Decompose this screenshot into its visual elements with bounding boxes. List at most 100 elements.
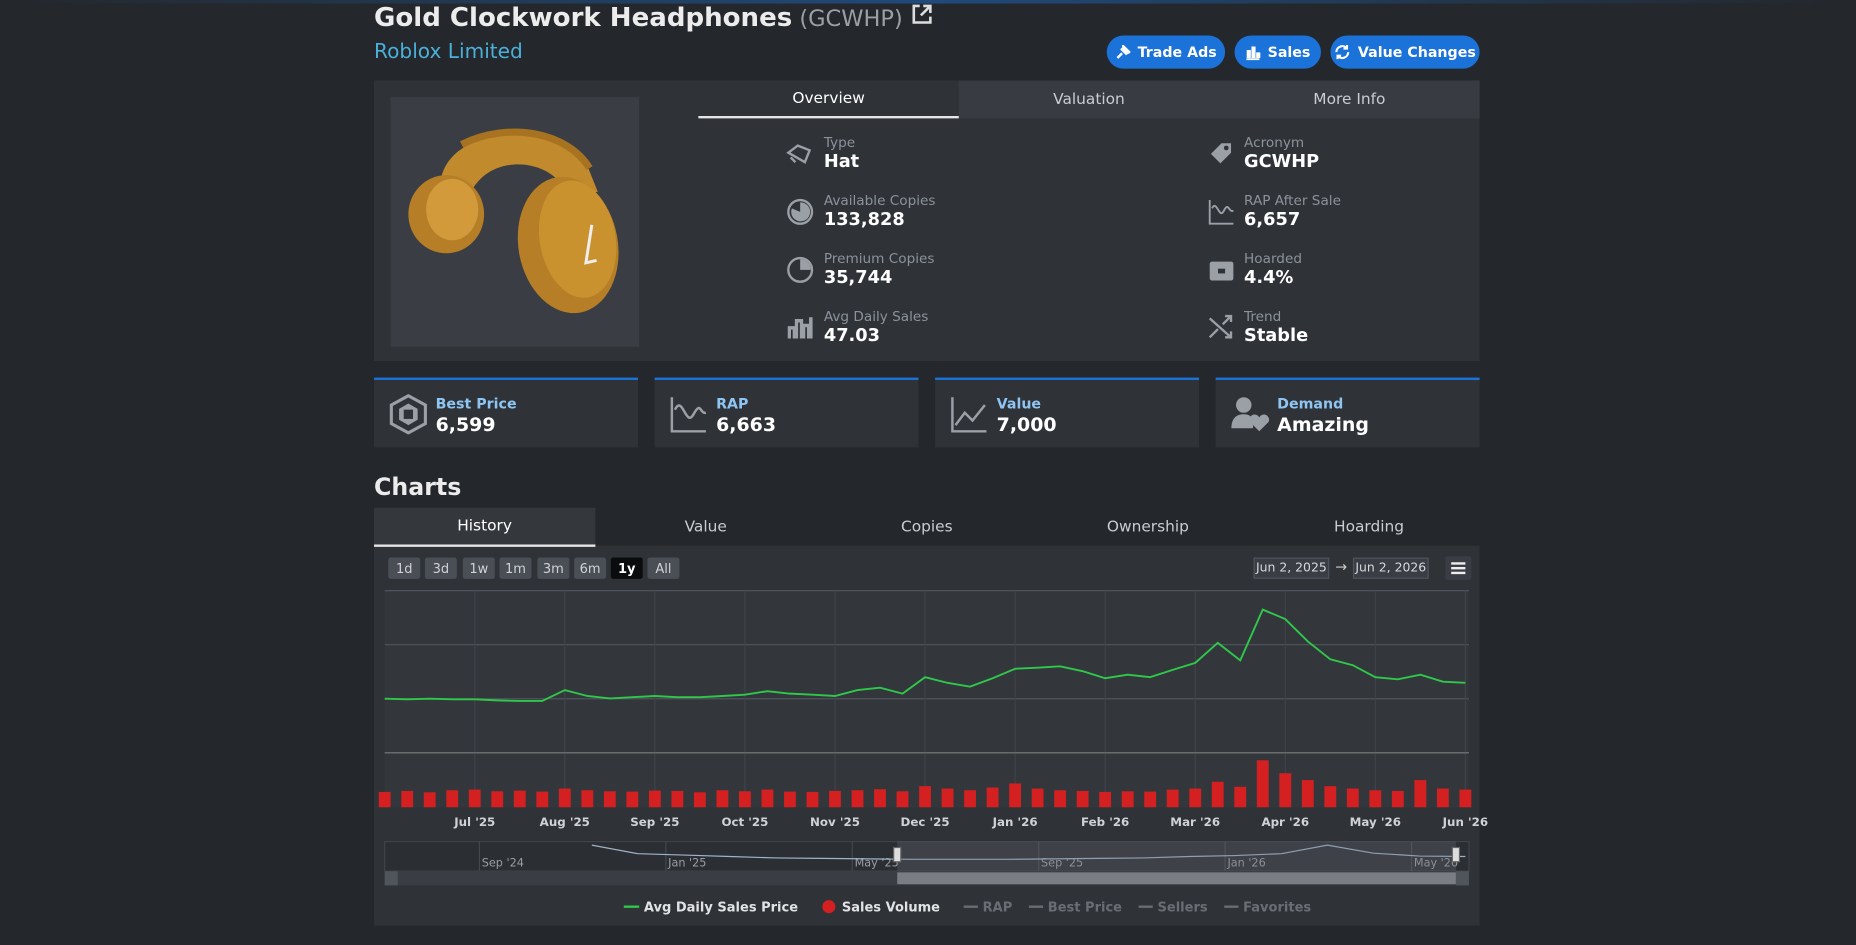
volume-bar — [1459, 789, 1472, 808]
navigator-line — [591, 844, 1466, 860]
navigator — [384, 840, 1470, 872]
legend-item[interactable]: Best Price — [1048, 900, 1122, 915]
navigator-selection — [897, 841, 1456, 872]
x-tick-label: Feb '26 — [1081, 815, 1129, 829]
volume-bar — [1346, 788, 1359, 808]
volume-bar — [423, 792, 436, 808]
volume-bar — [784, 791, 796, 808]
card-icon — [670, 397, 707, 433]
volume-bar — [964, 790, 976, 808]
button-label: Trade Ads — [1137, 43, 1217, 61]
charts-title: Charts — [374, 472, 462, 501]
icon — [785, 312, 816, 343]
date-from[interactable]: Jun 2, 2025 — [1253, 557, 1330, 579]
stat-label: RAP After Sale — [1244, 191, 1341, 209]
volume-bar — [1166, 789, 1179, 808]
tab[interactable]: Overview — [698, 80, 959, 119]
legend-item[interactable]: Sales Volume — [842, 900, 940, 915]
legend-item[interactable]: Sellers — [1158, 900, 1208, 915]
volume-bar — [1414, 780, 1427, 808]
chart-tab[interactable]: Ownership — [1106, 518, 1189, 537]
price-line — [384, 608, 1466, 702]
range-button[interactable]: 1y — [610, 557, 643, 579]
chart-tab[interactable]: Value — [684, 518, 727, 537]
volume-bar — [941, 788, 954, 808]
button-label: Sales — [1267, 43, 1311, 61]
sales-button[interactable]: Sales — [1234, 35, 1321, 69]
chart-tab[interactable]: Copies — [900, 518, 953, 537]
legend-item[interactable]: RAP — [983, 900, 1013, 915]
range-button[interactable]: 1w — [462, 557, 495, 579]
scroll-left[interactable] — [384, 871, 398, 886]
range-button[interactable]: 6m — [574, 557, 607, 579]
x-tick-label: Mar '26 — [1170, 815, 1220, 829]
volume-bar — [986, 787, 999, 808]
tab[interactable]: More Info — [1313, 90, 1386, 109]
card-value: Amazing — [1277, 413, 1369, 436]
icon — [1206, 254, 1237, 285]
stat-value: GCWHP — [1244, 150, 1320, 172]
volume-bar — [874, 789, 886, 808]
icon — [1206, 312, 1237, 343]
volume-bar — [1324, 786, 1337, 808]
stat-value: 4.4% — [1244, 266, 1294, 288]
tab[interactable]: Valuation — [1053, 90, 1125, 109]
volume-bar — [1099, 791, 1112, 808]
range-button[interactable]: 1m — [499, 557, 532, 579]
date-to[interactable]: Jun 2, 2026 — [1352, 557, 1429, 579]
navigator-handle[interactable] — [1451, 846, 1461, 863]
volume-bar — [671, 790, 684, 808]
scroll-right[interactable] — [1455, 871, 1469, 886]
volume-bar — [1391, 790, 1404, 808]
trade-ads-button[interactable]: Trade Ads — [1106, 35, 1226, 69]
x-tick-label: Jul '25 — [453, 815, 495, 829]
volume-bar — [446, 790, 459, 808]
icon — [785, 254, 816, 285]
value-changes-button[interactable]: Value Changes — [1330, 35, 1480, 69]
legend-item[interactable]: Avg Daily Sales Price — [644, 900, 798, 915]
volume-bar — [919, 786, 931, 808]
volume-bar — [693, 792, 706, 808]
card-icon — [951, 397, 987, 433]
volume-bar — [1234, 786, 1247, 808]
chart-tab[interactable]: Hoarding — [1333, 518, 1405, 537]
date-arrow: → — [1335, 558, 1348, 576]
volume-bar — [739, 791, 751, 808]
navigator-label: May '26 — [1414, 856, 1458, 869]
volume-bar — [603, 791, 616, 808]
x-tick-label: Jan '26 — [992, 815, 1038, 829]
x-tick-label: May '26 — [1350, 815, 1401, 829]
stat-label: Acronym — [1244, 133, 1305, 151]
range-button[interactable]: 3d — [424, 557, 457, 579]
stat-value: 47.03 — [823, 324, 881, 346]
x-tick-label: Apr '26 — [1261, 815, 1309, 829]
menu-button[interactable] — [1445, 556, 1472, 580]
external-link[interactable] — [910, 2, 934, 26]
volume-bar — [896, 791, 909, 808]
volume-bar — [1256, 760, 1269, 808]
navigator-handle[interactable] — [893, 846, 902, 863]
x-tick-label: Nov '25 — [810, 815, 860, 829]
volume-bar — [626, 791, 639, 808]
range-button[interactable]: 3m — [537, 557, 570, 579]
navigator-label: Jan '25 — [667, 856, 706, 869]
volume-bar — [401, 790, 414, 808]
stat-card: Best Price 6,599 — [374, 377, 638, 448]
scrollbar-thumb[interactable] — [897, 872, 1456, 885]
volume-bar — [1279, 773, 1292, 808]
stat-label: Available Copies — [823, 191, 936, 209]
range-button[interactable]: 1d — [388, 557, 421, 579]
chart-tab[interactable]: History — [374, 507, 596, 547]
volume-bar — [1009, 783, 1022, 808]
icon — [1206, 138, 1237, 169]
navigator-label: May '25 — [855, 856, 899, 869]
item-title: Gold Clockwork Headphones — [374, 3, 793, 34]
stat-value: 35,744 — [823, 266, 893, 288]
legend-item[interactable]: Favorites — [1243, 900, 1311, 915]
card-icon — [1231, 397, 1270, 432]
legend-swatch — [822, 900, 836, 914]
card-value: 6,663 — [716, 413, 777, 436]
stat-label: Trend — [1244, 307, 1282, 325]
volume-bar — [581, 790, 594, 808]
range-button[interactable]: All — [647, 557, 680, 579]
